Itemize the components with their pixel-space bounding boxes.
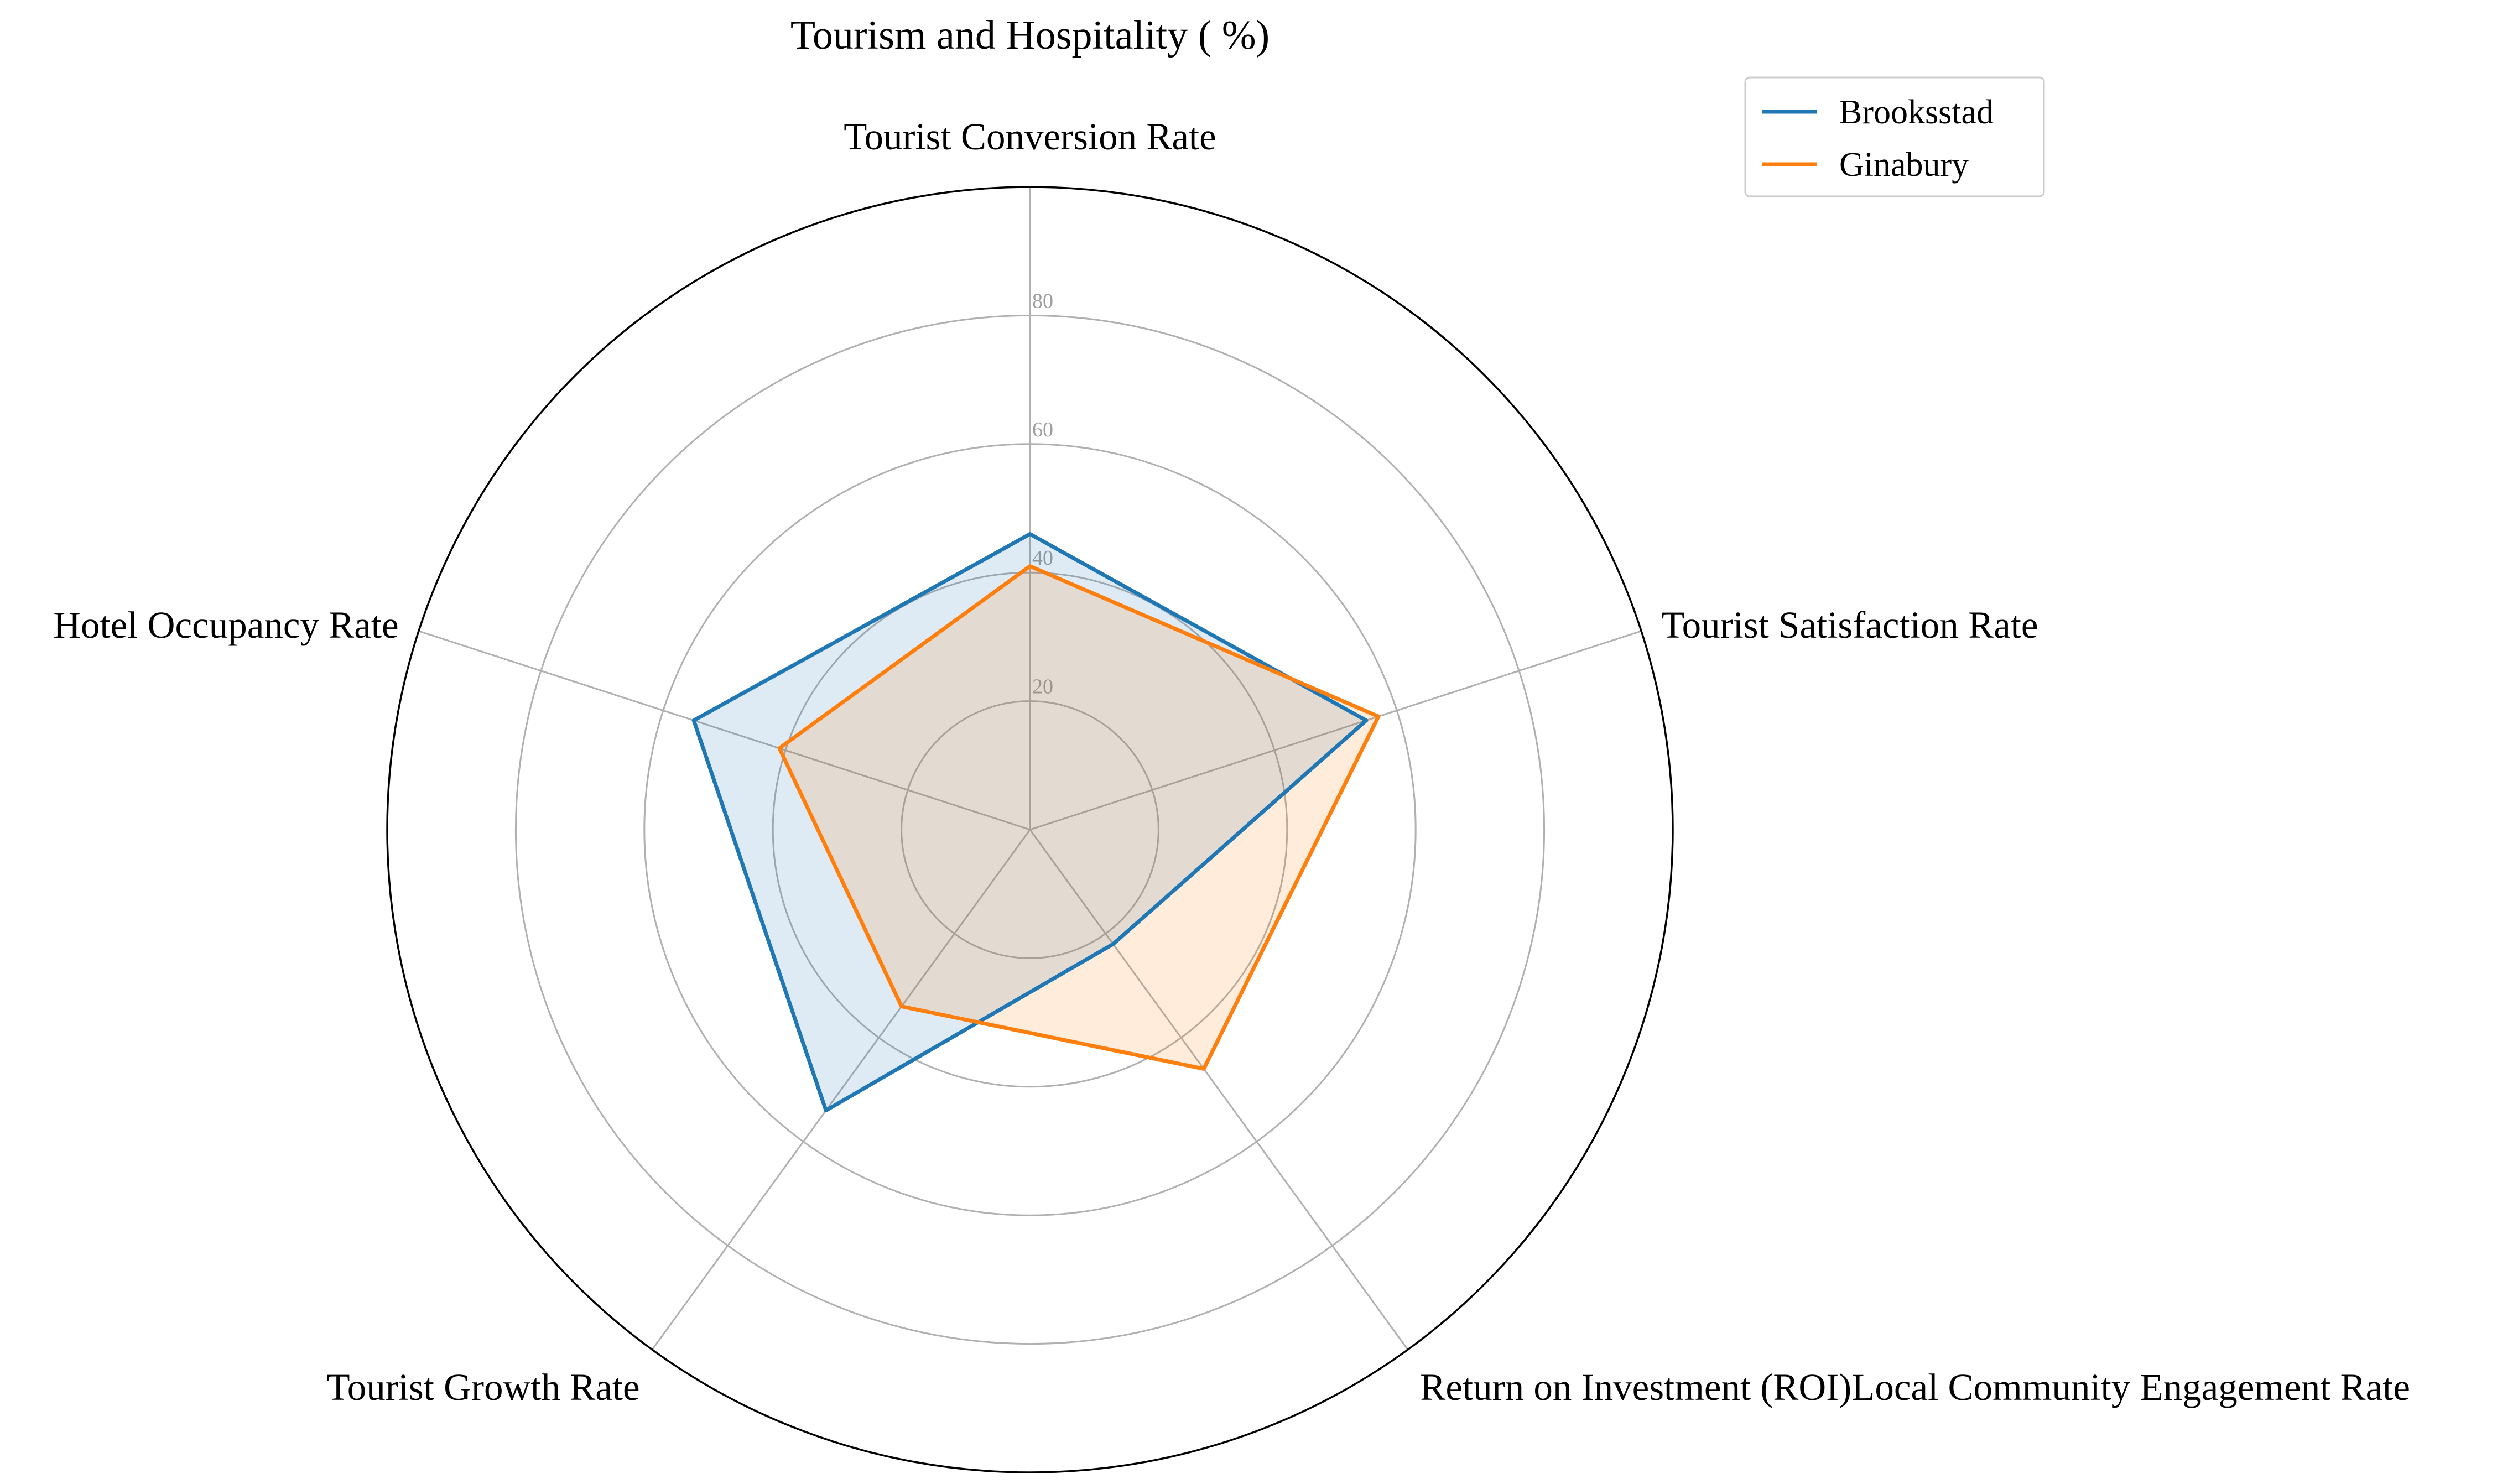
legend-label: Brooksstad [1839,93,1994,131]
legend-items: Brooksstad Ginabury [1762,93,1994,184]
legend: Brooksstad Ginabury [1744,76,2045,197]
radial-tick-label: 20 [1032,675,1053,699]
radial-tick-label: 60 [1032,418,1053,441]
axis-label: Tourist Satisfaction Rate [1661,604,2038,646]
grid-spoke [1029,829,1409,1350]
axis-label: Tourist Growth Rate [326,1366,639,1408]
outer-ring [386,186,1674,1473]
grid-spoke [651,829,1031,1350]
chart-title: Tourism and Hospitality ( %) [790,13,1270,58]
grid-spoke [418,630,1031,831]
axis-label: Hotel Occupancy Rate [53,604,399,646]
radial-tick-label: 40 [1032,546,1053,570]
series-line-brooksstad [691,532,1369,1113]
radial-tick-label: 80 [1032,289,1053,313]
grid-spoke [1029,630,1642,831]
axis-label: Return on Investment (ROI)Local Communit… [1420,1366,2410,1408]
legend-box [1744,76,2045,197]
data-series [691,532,1381,1113]
series-line-ginabury [777,564,1381,1071]
axis-labels: Tourist Conversion Rate Tourist Satisfact… [53,116,2410,1408]
series-area-ginabury [779,566,1378,1069]
legend-label: Ginabury [1839,146,1969,184]
axis-label: Tourist Conversion Rate [844,116,1216,158]
polar-grid: 20 40 60 80 [386,186,1674,1473]
series-area-brooksstad [694,534,1366,1111]
